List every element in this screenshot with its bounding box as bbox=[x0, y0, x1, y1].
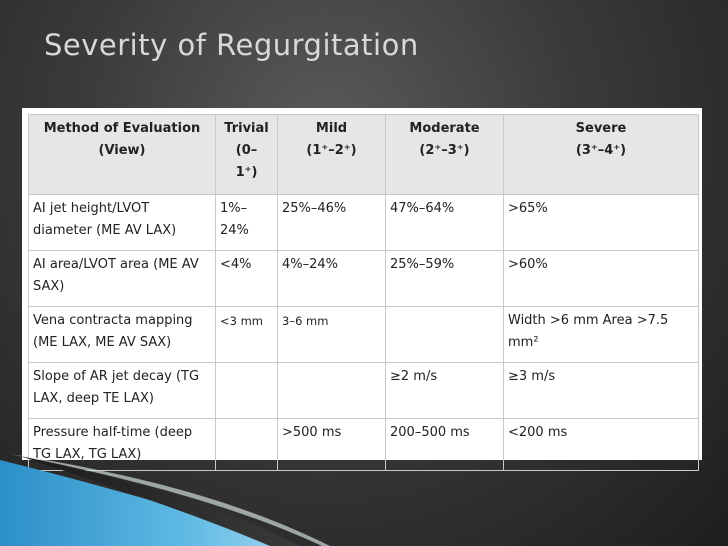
cell-method: AI jet height/LVOT diameter (ME AV LAX) bbox=[28, 194, 216, 251]
table-header-row: Method of Evaluation (View) Trivial (0– … bbox=[28, 114, 699, 195]
cell-mild: 25%–46% bbox=[277, 194, 386, 251]
cell-trivial: <4% bbox=[215, 250, 278, 307]
table-row: Slope of AR jet decay (TG LAX, deep TE L… bbox=[28, 362, 699, 419]
table-row: AI area/LVOT area (ME AV SAX) <4% 4%–24%… bbox=[28, 250, 699, 307]
header-trivial-line3: 1⁺) bbox=[235, 165, 258, 180]
severity-table-container: Method of Evaluation (View) Trivial (0– … bbox=[22, 108, 702, 471]
cell-trivial: <3 mm bbox=[215, 306, 278, 363]
slide-title: Severity of Regurgitation bbox=[44, 28, 419, 62]
table-row: Vena contracta mapping (ME LAX, ME AV SA… bbox=[28, 306, 699, 363]
cell-severe: ≥3 m/s bbox=[503, 362, 699, 419]
cell-method: Vena contracta mapping (ME LAX, ME AV SA… bbox=[28, 306, 216, 363]
table-row: Pressure half-time (deep TG LAX, TG LAX)… bbox=[28, 418, 699, 471]
decorative-swoosh bbox=[0, 454, 330, 546]
cell-severe: >65% bbox=[503, 194, 699, 251]
header-mild-line2: (1⁺–2⁺) bbox=[306, 143, 357, 158]
header-trivial: Trivial (0– 1⁺) bbox=[215, 114, 278, 195]
cell-moderate: ≥2 m/s bbox=[385, 362, 504, 419]
header-moderate-line1: Moderate bbox=[409, 121, 480, 136]
cell-severe: >60% bbox=[503, 250, 699, 307]
cell-moderate bbox=[385, 306, 504, 363]
cell-method: Pressure half-time (deep TG LAX, TG LAX) bbox=[28, 418, 216, 471]
cell-moderate: 47%–64% bbox=[385, 194, 504, 251]
cell-trivial bbox=[215, 362, 278, 419]
cell-trivial bbox=[215, 418, 278, 471]
cell-severe: Width >6 mm Area >7.5 mm² bbox=[503, 306, 699, 363]
header-moderate: Moderate (2⁺–3⁺) bbox=[385, 114, 504, 195]
header-severe: Severe (3⁺–4⁺) bbox=[503, 114, 699, 195]
cell-trivial: 1%–24% bbox=[215, 194, 278, 251]
header-mild: Mild (1⁺–2⁺) bbox=[277, 114, 386, 195]
cell-moderate: 200–500 ms bbox=[385, 418, 504, 471]
header-moderate-line2: (2⁺–3⁺) bbox=[419, 143, 470, 158]
header-severe-line1: Severe bbox=[575, 121, 627, 136]
cell-severe: <200 ms bbox=[503, 418, 699, 471]
header-trivial-line2: (0– bbox=[235, 143, 258, 158]
header-severe-line2: (3⁺–4⁺) bbox=[575, 143, 627, 158]
cell-method: AI area/LVOT area (ME AV SAX) bbox=[28, 250, 216, 307]
header-method-line1: Method of Evaluation bbox=[43, 121, 201, 136]
cell-mild bbox=[277, 362, 386, 419]
cell-method: Slope of AR jet decay (TG LAX, deep TE L… bbox=[28, 362, 216, 419]
table-row: AI jet height/LVOT diameter (ME AV LAX) … bbox=[28, 194, 699, 251]
header-mild-line1: Mild bbox=[315, 121, 348, 136]
header-method-line2: (View) bbox=[98, 143, 146, 158]
header-method: Method of Evaluation (View) bbox=[28, 114, 216, 195]
header-trivial-line1: Trivial bbox=[224, 121, 269, 136]
cell-moderate: 25%–59% bbox=[385, 250, 504, 307]
cell-mild: 3–6 mm bbox=[277, 306, 386, 363]
severity-table: Method of Evaluation (View) Trivial (0– … bbox=[28, 114, 699, 471]
swoosh-dark bbox=[20, 456, 300, 546]
cell-mild: 4%–24% bbox=[277, 250, 386, 307]
